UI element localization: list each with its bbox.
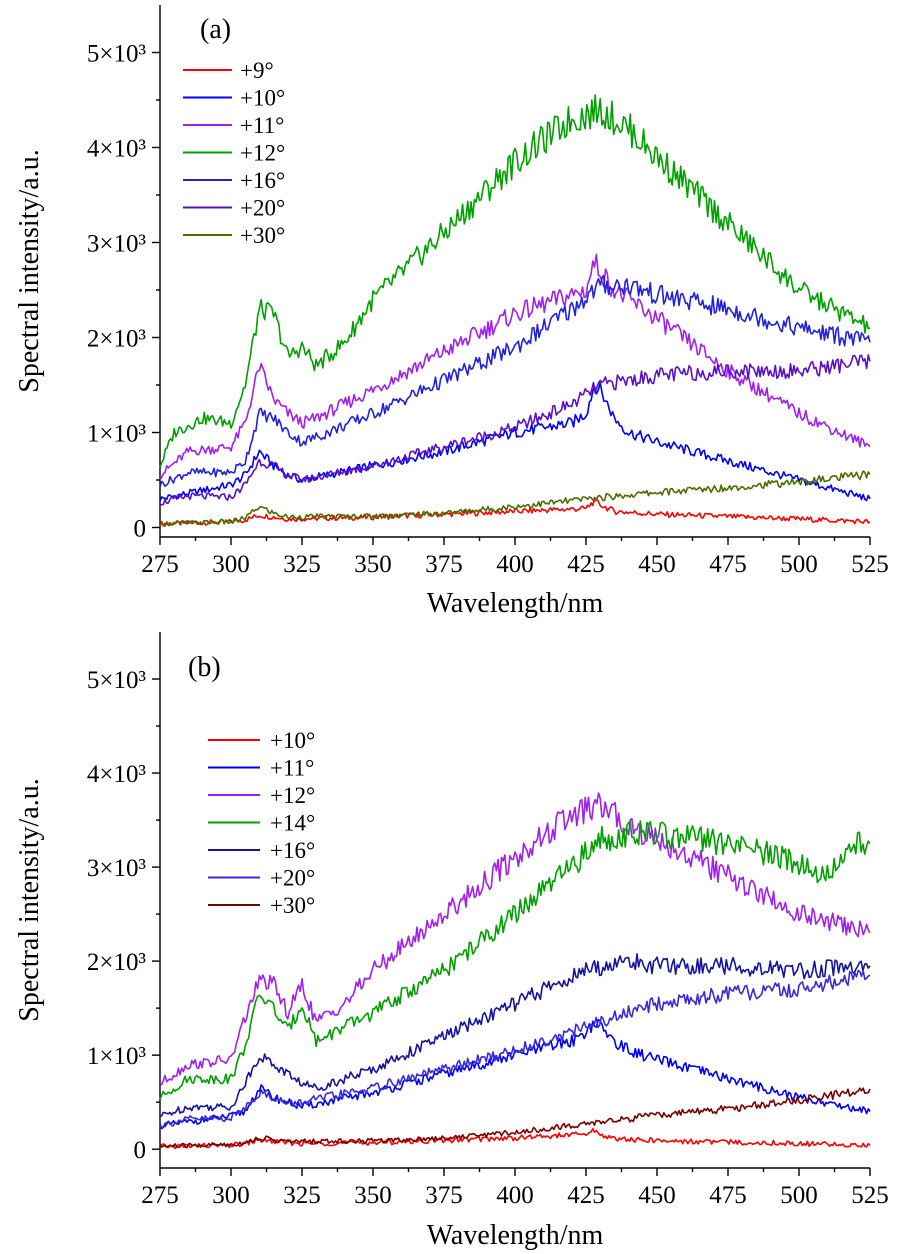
x-tick-label: 325 xyxy=(283,1182,321,1209)
series-line-4 xyxy=(159,953,871,1118)
x-tick-label: 525 xyxy=(851,1182,889,1209)
legend-label: +16° xyxy=(240,168,285,193)
series-line-3 xyxy=(159,820,871,1100)
legend-label: +11° xyxy=(270,756,314,781)
x-axis-label: Wavelength/nm xyxy=(427,588,604,619)
x-tick-label: 375 xyxy=(425,551,463,578)
y-tick-label: 1×10³ xyxy=(87,1043,147,1070)
x-tick-label: 450 xyxy=(638,551,676,578)
legend-label: +9° xyxy=(240,58,274,83)
legend-label: +11° xyxy=(240,113,284,138)
y-tick-label: 4×10³ xyxy=(87,136,147,163)
x-tick-label: 525 xyxy=(851,551,889,578)
y-tick-label: 2×10³ xyxy=(87,949,147,976)
x-tick-label: 350 xyxy=(354,551,392,578)
x-axis-label: Wavelength/nm xyxy=(427,1220,604,1251)
x-tick-label: 450 xyxy=(638,1182,676,1209)
series-line-5 xyxy=(159,354,871,507)
panel-label: (a) xyxy=(200,14,231,45)
series-line-2 xyxy=(159,792,871,1086)
panel-b: 275 300 325 350 375 400 425 450 475 500 525 0 1×10³ 2… xyxy=(14,632,889,1251)
y-tick-label: 3×10³ xyxy=(87,231,147,258)
x-tick-label: 475 xyxy=(709,551,747,578)
legend-label: +30° xyxy=(270,893,315,918)
y-tick-label: 5×10³ xyxy=(87,667,147,694)
y-tick-label: 5×10³ xyxy=(87,41,147,68)
series-line-6 xyxy=(159,470,871,527)
x-tick-label: 475 xyxy=(709,1182,747,1209)
legend-label: +10° xyxy=(270,728,315,753)
legend-label: +10° xyxy=(240,86,285,111)
legend-label: +16° xyxy=(270,838,315,863)
series-line-1 xyxy=(159,1018,871,1130)
legend-label: +20° xyxy=(270,866,315,891)
legend-label: +12° xyxy=(240,141,285,166)
x-tick-label: 275 xyxy=(141,551,179,578)
legend-label: +30° xyxy=(240,223,285,248)
series-line-2 xyxy=(159,253,871,480)
y-axis-label: Spectral intensity/a.u. xyxy=(14,149,45,392)
series-line-4 xyxy=(159,274,871,488)
series-line-0 xyxy=(159,496,871,527)
x-tick-label: 350 xyxy=(354,1182,392,1209)
y-tick-label: 0 xyxy=(134,1137,147,1164)
x-tick-label: 325 xyxy=(283,551,321,578)
y-tick-label: 3×10³ xyxy=(87,855,147,882)
y-tick-label: 0 xyxy=(134,516,147,543)
series-line-0 xyxy=(159,1128,871,1150)
y-axis-label: Spectral intensity/a.u. xyxy=(14,778,45,1021)
x-tick-label: 400 xyxy=(496,1182,534,1209)
x-tick-label: 300 xyxy=(212,551,250,578)
legend-label: +20° xyxy=(240,196,285,221)
y-tick-label: 2×10³ xyxy=(87,326,147,353)
x-tick-label: 425 xyxy=(567,1182,605,1209)
legend-label: +14° xyxy=(270,811,315,836)
x-tick-label: 500 xyxy=(780,551,818,578)
y-tick-label: 1×10³ xyxy=(87,421,147,448)
x-tick-label: 375 xyxy=(425,1182,463,1209)
panel-a: 275 300 325 350 375 400 425 450 475 500 525 0 1×10³ 2… xyxy=(14,5,889,619)
y-tick-label: 4×10³ xyxy=(87,761,147,788)
series-line-1 xyxy=(159,382,871,502)
x-tick-label: 275 xyxy=(141,1182,179,1209)
series-line-6 xyxy=(159,1087,871,1149)
series-line-3 xyxy=(159,94,871,469)
x-tick-label: 500 xyxy=(780,1182,818,1209)
series-line-5 xyxy=(159,969,871,1129)
panel-label: (b) xyxy=(188,652,221,683)
x-tick-label: 400 xyxy=(496,551,534,578)
legend-label: +12° xyxy=(270,783,315,808)
x-tick-label: 300 xyxy=(212,1182,250,1209)
x-tick-label: 425 xyxy=(567,551,605,578)
